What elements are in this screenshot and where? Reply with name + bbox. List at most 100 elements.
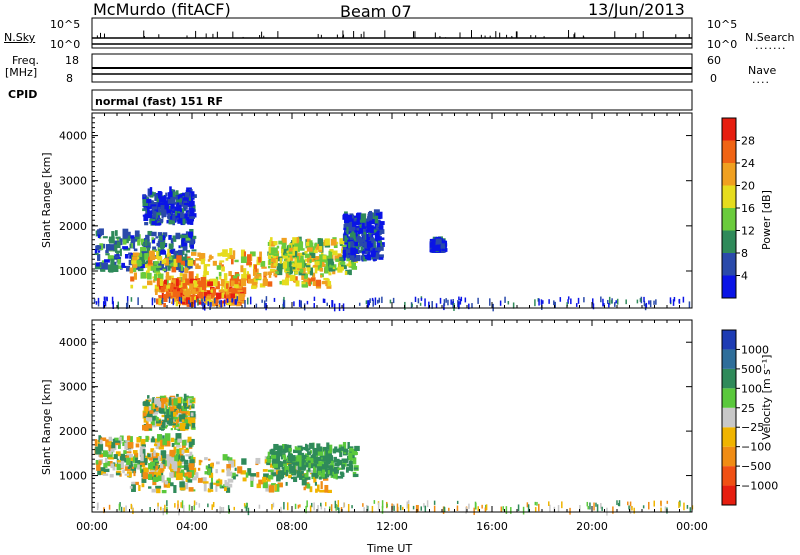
data-cell bbox=[328, 506, 331, 511]
data-cell bbox=[309, 259, 312, 264]
data-cell bbox=[170, 262, 176, 269]
data-cell bbox=[285, 469, 289, 477]
data-cell bbox=[103, 296, 106, 301]
data-cell bbox=[143, 205, 147, 210]
data-cell bbox=[350, 247, 356, 256]
power-colorbar-segment bbox=[722, 253, 736, 276]
data-cell bbox=[302, 284, 308, 288]
data-cell bbox=[337, 266, 343, 273]
nsky-label: N.Sky bbox=[4, 31, 36, 44]
data-cell bbox=[443, 506, 446, 513]
data-cell bbox=[146, 247, 151, 254]
data-cell bbox=[132, 450, 138, 454]
data-cell bbox=[127, 442, 134, 449]
data-cell bbox=[201, 283, 207, 291]
data-cell bbox=[170, 466, 173, 472]
data-cell bbox=[150, 461, 156, 467]
nave-dots: ···· bbox=[752, 76, 770, 89]
beam-title: Beam 07 bbox=[340, 2, 412, 21]
data-cell bbox=[292, 449, 299, 454]
data-cell bbox=[302, 263, 308, 267]
velocity-colorbar-segment bbox=[722, 388, 736, 408]
data-cell bbox=[198, 291, 204, 299]
data-cell bbox=[104, 259, 110, 263]
data-cell bbox=[160, 456, 165, 461]
data-cell bbox=[250, 473, 255, 481]
data-cell bbox=[188, 504, 191, 511]
data-cell bbox=[337, 475, 344, 479]
data-cell bbox=[190, 191, 195, 197]
data-cell bbox=[150, 204, 157, 207]
data-cell bbox=[309, 450, 313, 454]
data-cell bbox=[255, 303, 258, 308]
data-cell bbox=[640, 296, 643, 304]
data-cell bbox=[318, 244, 323, 252]
data-cell bbox=[214, 298, 216, 304]
data-cell bbox=[142, 256, 146, 265]
data-cell bbox=[370, 245, 375, 253]
data-cell bbox=[156, 197, 159, 202]
data-cell bbox=[465, 507, 467, 514]
data-cell bbox=[189, 216, 195, 219]
data-cell bbox=[330, 504, 333, 512]
data-cell bbox=[500, 506, 503, 512]
data-cell bbox=[136, 437, 141, 443]
data-cell bbox=[182, 282, 187, 289]
data-cell bbox=[175, 278, 179, 287]
power-colorbar-label: 20 bbox=[741, 180, 755, 193]
data-cell bbox=[165, 192, 168, 196]
data-cell bbox=[246, 271, 249, 275]
data-cell bbox=[361, 248, 366, 253]
velocity-colorbar-segment bbox=[722, 368, 736, 389]
data-cell bbox=[100, 467, 106, 473]
data-cell bbox=[338, 507, 340, 514]
data-cell bbox=[276, 263, 279, 270]
data-cell bbox=[163, 195, 167, 202]
data-cell bbox=[346, 236, 351, 243]
data-cell bbox=[131, 260, 137, 265]
data-cell bbox=[327, 258, 334, 265]
data-cell bbox=[167, 209, 173, 212]
data-cell bbox=[176, 205, 181, 210]
data-cell bbox=[111, 296, 114, 305]
data-cell bbox=[256, 273, 262, 277]
data-cell bbox=[146, 207, 150, 213]
data-cell bbox=[161, 401, 165, 409]
data-cell bbox=[305, 446, 308, 450]
data-cell bbox=[366, 221, 372, 228]
data-cell bbox=[366, 505, 369, 511]
data-cell bbox=[96, 463, 101, 471]
data-cell bbox=[148, 189, 151, 197]
data-cell bbox=[191, 426, 196, 430]
data-cell bbox=[144, 222, 149, 226]
data-cell bbox=[281, 470, 285, 479]
data-cell bbox=[330, 264, 337, 271]
data-cell bbox=[542, 300, 544, 304]
data-cell bbox=[230, 280, 235, 287]
data-cell bbox=[226, 483, 233, 488]
data-cell bbox=[351, 448, 355, 455]
data-cell bbox=[283, 300, 286, 308]
data-cell bbox=[150, 448, 155, 453]
velocity-colorbar-label: Velocity [m s⁻¹] bbox=[760, 354, 773, 440]
data-cell bbox=[118, 503, 121, 511]
data-cell bbox=[157, 456, 161, 461]
data-cell bbox=[170, 201, 176, 204]
data-cell bbox=[570, 298, 572, 305]
data-cell bbox=[198, 302, 203, 305]
data-cell bbox=[458, 301, 460, 310]
data-cell bbox=[271, 504, 273, 510]
data-cell bbox=[163, 279, 167, 286]
data-cell bbox=[443, 299, 446, 306]
data-cell bbox=[116, 238, 119, 241]
data-cell bbox=[233, 506, 236, 511]
data-cell bbox=[561, 501, 563, 509]
data-cell bbox=[453, 303, 455, 311]
data-cell bbox=[191, 422, 196, 428]
data-cell bbox=[569, 507, 571, 515]
data-cell bbox=[162, 232, 168, 237]
data-cell bbox=[147, 263, 154, 267]
data-cell bbox=[348, 269, 352, 276]
data-cell bbox=[131, 242, 135, 249]
data-cell bbox=[158, 446, 164, 450]
